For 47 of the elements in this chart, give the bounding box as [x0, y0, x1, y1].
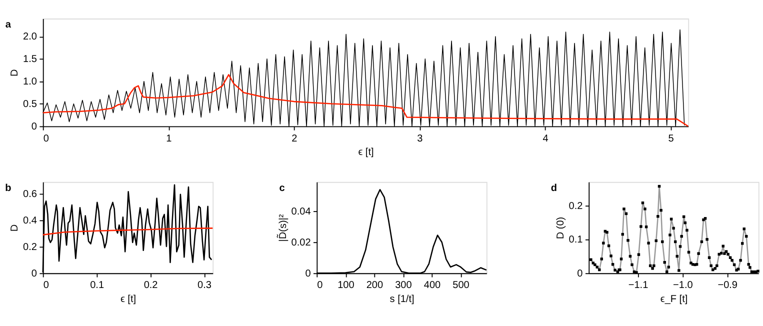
y-tick-label: 0 [31, 268, 38, 280]
chart-title: d [550, 183, 558, 194]
y-tick-label: 0.5 [23, 98, 38, 110]
x-tick-label: −1.1 [628, 280, 649, 292]
x-tick-label: 2 [292, 133, 298, 144]
x-tick-label: 0.3 [198, 280, 212, 292]
x-tick-label: 400 [424, 280, 442, 292]
y-tick-label: 0.02 [291, 237, 312, 248]
y-axis-title: D [10, 224, 21, 232]
x-tick-label: 100 [338, 280, 355, 292]
y-tick-label: 0.4 [23, 215, 38, 226]
y-axis-title: D [10, 69, 21, 76]
y-tick-label: 0.2 [568, 200, 584, 212]
y-axis-title: |D̃(s)|² [276, 214, 289, 242]
x-axis-title: ϵ [t] [120, 294, 136, 305]
x-tick-label: 0 [43, 133, 50, 144]
y-tick-label: 1.5 [23, 54, 38, 66]
y-tick-label: 0 [31, 121, 38, 132]
x-tick-label: 0 [317, 280, 324, 292]
x-axis-title: ϵ [t] [358, 146, 374, 158]
x-tick-label: 500 [452, 280, 470, 292]
x-tick-label: 5 [668, 133, 674, 144]
y-tick-label: 0.04 [291, 206, 312, 218]
chart-title: b [5, 183, 12, 194]
x-tick-label: 4 [542, 133, 549, 144]
y-tick-label: 1.0 [23, 76, 38, 88]
x-axis-title: ϵ_F [t] [660, 294, 688, 305]
x-tick-label: 200 [366, 280, 384, 292]
y-tick-label: 0.2 [23, 242, 38, 253]
x-tick-label: 0.1 [90, 280, 104, 292]
x-axis-title: s [1/t] [390, 294, 414, 305]
x-tick-label: −1.0 [673, 280, 694, 292]
x-tick-label: 1 [166, 133, 172, 144]
y-axis-title: D (0) [555, 216, 566, 240]
x-tick-label: −0.9 [718, 280, 738, 292]
x-tick-label: 3 [417, 133, 424, 144]
x-tick-label: 0 [43, 280, 50, 292]
x-tick-label: 0.2 [144, 280, 158, 292]
chart-title: a [5, 20, 12, 31]
y-tick-label: 0.6 [23, 189, 38, 200]
y-tick-label: 0 [577, 268, 584, 280]
y-tick-label: 2.0 [23, 32, 38, 43]
line-series [42, 228, 214, 236]
chart-title: c [279, 183, 286, 194]
y-tick-label: 0.1 [568, 234, 584, 246]
x-tick-label: 300 [395, 280, 412, 292]
y-tick-label: 0 [305, 268, 312, 280]
